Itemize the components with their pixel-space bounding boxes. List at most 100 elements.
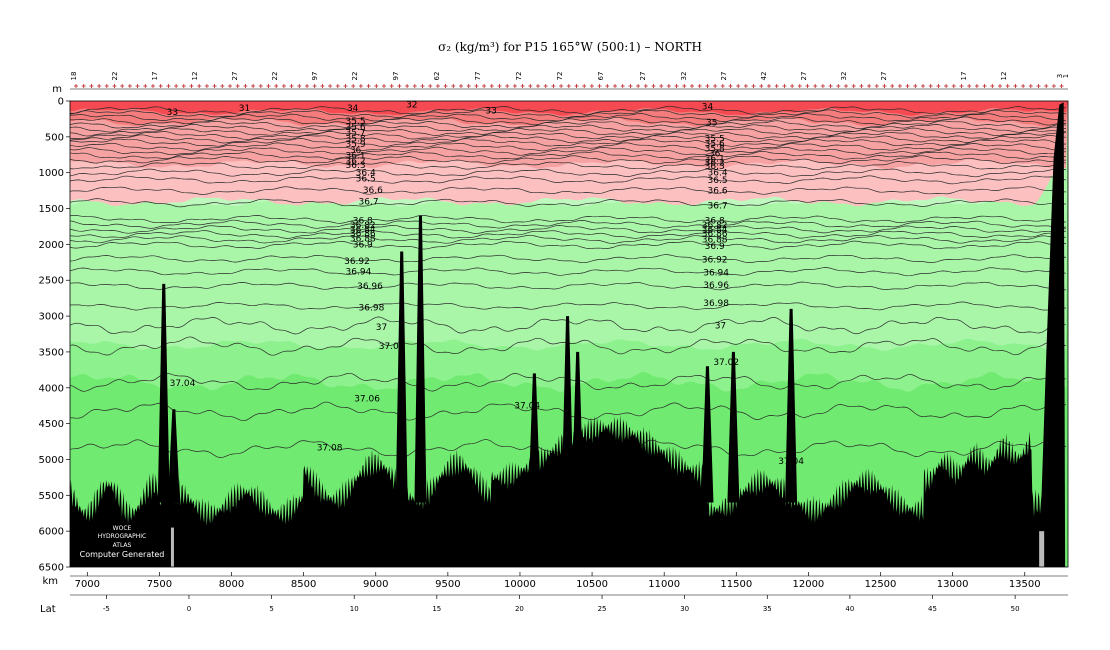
contour-value-label: 31: [239, 104, 250, 114]
stamp-line: ATLAS: [113, 542, 132, 549]
lat-tick-label: 10: [350, 605, 359, 613]
depth-tick-label: 4500: [39, 419, 64, 430]
lat-tick-label: 5: [269, 605, 273, 613]
contour-value-label: 37: [376, 323, 387, 333]
contour-value-label: 35.9: [346, 140, 366, 150]
km-tick-label: 8000: [219, 579, 244, 590]
contour-value-label: 36.92: [702, 255, 728, 265]
contour-value-label: 36: [709, 149, 721, 159]
km-tick-label: 7000: [75, 579, 100, 590]
band-upper-red: [70, 101, 1068, 116]
station-label: 22: [111, 72, 119, 81]
station-label: 18: [70, 72, 78, 81]
depth-axis-name: m: [52, 84, 62, 95]
seamount: [528, 373, 541, 503]
depth-tick-label: 1000: [39, 168, 64, 179]
depth-tick-label: 2500: [39, 276, 64, 287]
station-label: 72: [515, 72, 523, 81]
gap-column: [170, 527, 174, 567]
contour-value-label: 35.8: [705, 144, 725, 154]
lat-tick-label: 15: [432, 605, 441, 613]
depth-axis: 0 500 1000 1500 2000 2500 3000 3500 4000 4500 5000…: [39, 97, 70, 574]
station-label: 27: [880, 72, 888, 81]
contour-value-label: 36.2: [705, 159, 725, 169]
seafloor: [70, 414, 1043, 567]
contour-value-label: 35.5: [346, 117, 366, 127]
contour-line: [69, 198, 1066, 208]
contour-value-label: 36.92: [344, 257, 370, 267]
contour-value-label: 36.3: [346, 161, 366, 171]
depth-tick-label: 3000: [39, 312, 64, 323]
depth-tick-label: 500: [45, 132, 64, 143]
contour-line: [69, 229, 1067, 239]
contour-value-label: 35.6: [705, 139, 725, 149]
station-label: 12: [191, 72, 199, 81]
depth-tick-label: 5000: [39, 455, 64, 466]
contour-value-label: 36.82: [702, 221, 728, 231]
station-label: 42: [760, 72, 768, 81]
lat-tick-label: 50: [1011, 605, 1020, 613]
km-tick-label: 11000: [648, 579, 680, 590]
station-label: 3: [1056, 74, 1064, 78]
contour-line: [69, 123, 1067, 133]
contour-line: [69, 254, 1067, 264]
contour-line: [69, 168, 1067, 178]
contour-value-label: 36: [350, 146, 362, 156]
contour-value-label: 36.86: [702, 230, 728, 240]
contour-value-label: 35.7: [346, 129, 366, 139]
contour-value-label: 35.6: [346, 123, 366, 133]
contour-value-label: 35.8: [346, 134, 366, 144]
contour-value-label: 36.94: [703, 268, 729, 278]
contour-line: [69, 175, 1067, 185]
contour-line: [69, 161, 1067, 171]
km-tick-label: 10500: [576, 579, 608, 590]
contour-line: [69, 120, 1067, 130]
station-label: 27: [231, 72, 239, 81]
seamount: [157, 283, 170, 503]
station-label: 32: [680, 72, 688, 81]
contour-line: [69, 138, 1067, 148]
station-label: 17: [151, 72, 159, 81]
station-label: 27: [720, 72, 728, 81]
contour-line: [69, 127, 1067, 137]
lat-tick-label: 45: [928, 605, 937, 613]
contour-value-label: 36.94: [346, 268, 372, 278]
station-label: 22: [271, 72, 279, 81]
km-axis-name: km: [42, 576, 58, 587]
contour-value-label: 37.08: [317, 443, 343, 453]
contour-value-label: 36.9: [705, 242, 725, 252]
lat-tick-label: -5: [103, 605, 110, 613]
contour-value-label: 36.96: [357, 282, 383, 292]
contour-value-label: 36.96: [703, 281, 729, 291]
contour-value-label: 36.88: [350, 235, 376, 245]
km-tick-label: 13000: [937, 579, 969, 590]
contour-line: [69, 142, 1067, 152]
chart-title: σ₂ (kg/m³) for P15 165°W (500:1) – NORTH: [438, 40, 702, 54]
contour-value-label: 36.9: [353, 240, 373, 250]
contour-value-label: 37.06: [354, 395, 380, 405]
km-tick-label: 10000: [504, 579, 536, 590]
contour-value-label: 36.1: [346, 151, 366, 161]
contour-value-label: 36.8: [705, 217, 725, 227]
contour-value-label: 36.3: [705, 162, 725, 172]
contour-value-label: 36.84: [350, 225, 376, 235]
contour-value-label: 34: [702, 103, 714, 113]
seamount: [785, 308, 798, 503]
km-tick-label: 9000: [363, 579, 388, 590]
depth-tick-label: 6500: [39, 563, 64, 574]
contour-value-label: 35: [706, 119, 717, 129]
contour-value-label: 37.04: [778, 457, 804, 467]
contour-line: [69, 234, 1067, 244]
contour-line: [69, 146, 1067, 156]
depth-tick-label: 0: [58, 97, 64, 108]
station-label: 32: [840, 72, 848, 81]
depth-tick-label: 6000: [39, 527, 64, 538]
station-label: 27: [639, 72, 647, 81]
contour-line: [69, 281, 1067, 291]
depth-tick-label: 4000: [39, 383, 64, 394]
gap-column: [1039, 531, 1045, 567]
contour-value-label: 36.6: [363, 186, 383, 196]
km-tick-label: 13500: [1009, 579, 1041, 590]
contour-value-label: 36.84: [702, 225, 728, 235]
station-label: 12: [1000, 72, 1008, 81]
